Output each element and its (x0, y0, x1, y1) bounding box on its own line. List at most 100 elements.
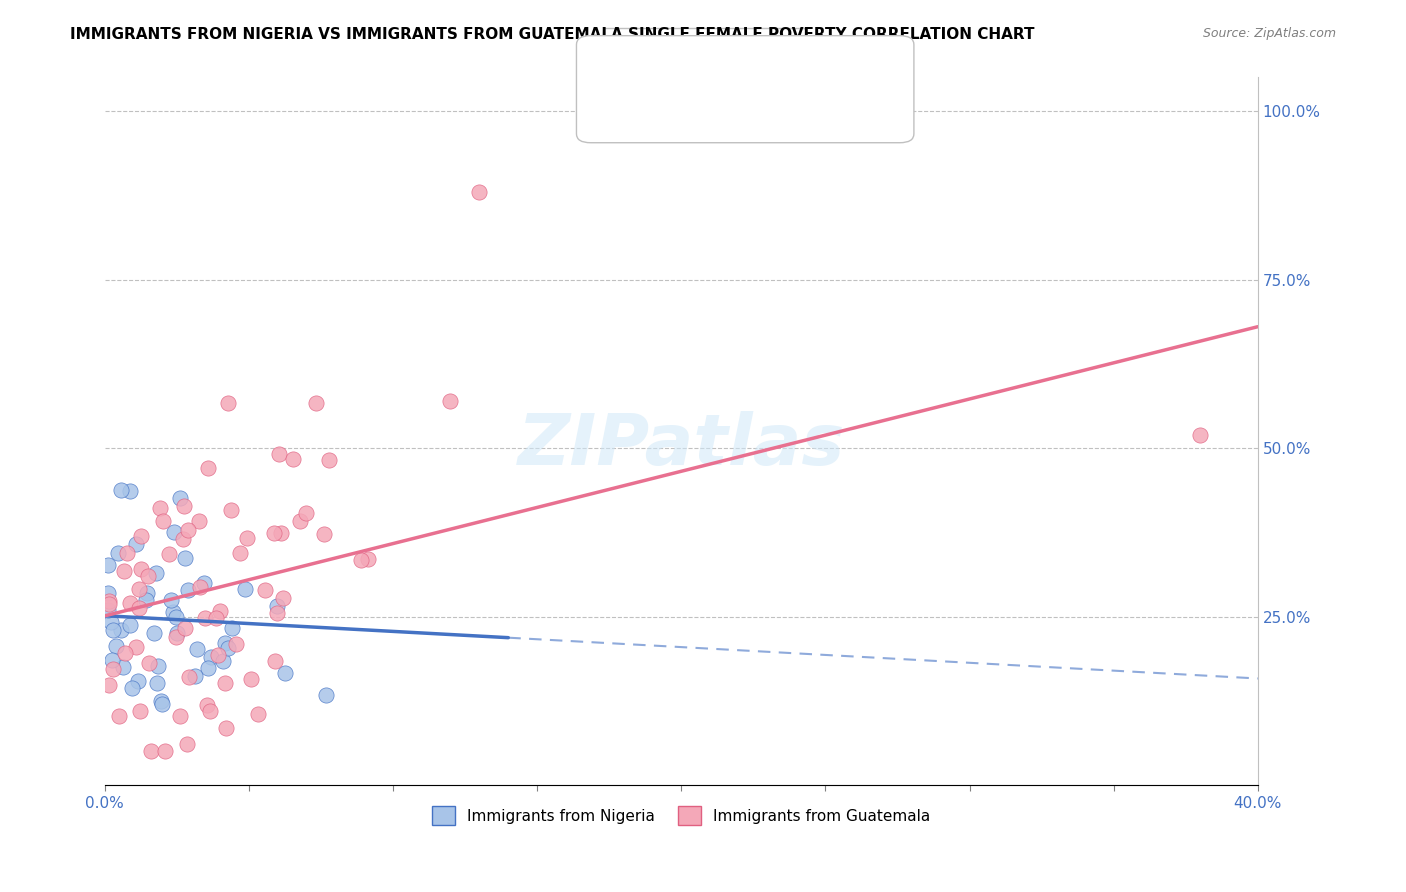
Point (135, 593, 157, 607)
Point (143, 625, 166, 640)
Point (177, 583, 200, 598)
Point (118, 596, 141, 610)
Point (138, 656, 160, 670)
Point (139, 744, 162, 758)
Point (186, 641, 208, 656)
Point (266, 599, 288, 613)
Point (200, 650, 222, 665)
Point (312, 527, 335, 541)
Point (108, 708, 131, 723)
Point (304, 396, 326, 410)
Point (197, 461, 219, 475)
Point (110, 483, 132, 498)
Point (221, 621, 243, 635)
Point (97, 586, 120, 600)
Point (165, 630, 187, 644)
Text: Source: ZipAtlas.com: Source: ZipAtlas.com (1202, 27, 1336, 40)
Text: ZIPatlas: ZIPatlas (517, 411, 845, 480)
Point (350, 553, 373, 567)
Point (145, 566, 167, 580)
Point (271, 591, 294, 605)
Point (215, 721, 238, 735)
Point (174, 551, 197, 566)
Point (148, 501, 170, 516)
Point (162, 605, 184, 619)
Point (174, 621, 197, 635)
Point (176, 737, 198, 751)
Point (169, 491, 191, 505)
Point (194, 611, 217, 625)
Point (198, 704, 221, 718)
Point (184, 669, 207, 683)
Point (214, 636, 236, 650)
Point (217, 396, 239, 410)
Point (117, 546, 139, 560)
Point (288, 514, 311, 528)
Point (177, 523, 200, 537)
Point (274, 666, 297, 681)
Point (188, 580, 211, 594)
Point (128, 601, 150, 615)
Point (177, 670, 200, 684)
Point (96, 602, 118, 616)
Point (136, 569, 159, 583)
Point (295, 506, 318, 520)
Point (98, 597, 121, 611)
Point (208, 604, 231, 618)
Point (173, 499, 195, 513)
Point (160, 593, 183, 607)
Point (125, 640, 148, 654)
Point (468, 185, 491, 199)
Legend: Immigrants from Nigeria, Immigrants from Guatemala: Immigrants from Nigeria, Immigrants from… (423, 797, 939, 834)
Point (219, 503, 242, 517)
Point (439, 393, 461, 408)
Point (281, 451, 304, 466)
Point (233, 582, 256, 597)
Point (103, 623, 125, 637)
Point (118, 618, 141, 632)
Point (263, 526, 285, 541)
Point (217, 641, 239, 656)
Point (235, 531, 257, 545)
Text: IMMIGRANTS FROM NIGERIA VS IMMIGRANTS FROM GUATEMALA SINGLE FEMALE POVERTY CORRE: IMMIGRANTS FROM NIGERIA VS IMMIGRANTS FR… (70, 27, 1035, 42)
Point (127, 674, 149, 689)
Point (214, 675, 236, 690)
Point (165, 610, 187, 624)
Point (110, 624, 132, 638)
Point (107, 546, 129, 560)
Point (129, 529, 152, 543)
Point (356, 551, 378, 566)
Point (205, 611, 228, 625)
Point (211, 654, 233, 668)
Point (150, 697, 173, 711)
Point (270, 526, 292, 541)
Point (101, 662, 124, 676)
Point (187, 514, 209, 528)
Point (135, 586, 157, 600)
Point (146, 659, 169, 673)
Point (318, 453, 340, 467)
Point (266, 606, 288, 620)
Point (157, 547, 180, 561)
Point (207, 648, 229, 663)
Point (169, 709, 191, 723)
Point (97, 594, 120, 608)
Point (239, 672, 262, 686)
Point (152, 514, 174, 528)
Point (112, 564, 135, 578)
Point (315, 688, 337, 702)
Point (197, 661, 219, 675)
Point (229, 546, 252, 560)
Point (114, 646, 136, 660)
Point (129, 704, 152, 718)
Point (172, 532, 194, 546)
Point (166, 626, 188, 640)
Point (96, 558, 118, 573)
Point (1189, 427, 1212, 442)
Point (163, 524, 186, 539)
Point (120, 483, 142, 498)
Point (155, 744, 177, 758)
Point (112, 660, 135, 674)
Point (100, 615, 122, 629)
Point (100, 653, 122, 667)
